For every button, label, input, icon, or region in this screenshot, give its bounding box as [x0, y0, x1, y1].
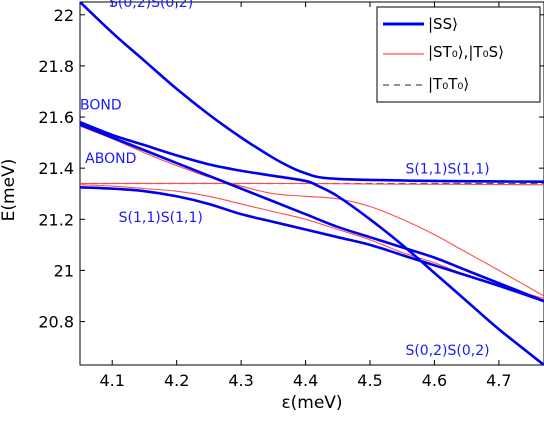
y-tick-label: 21.2	[38, 210, 74, 229]
annotation-label: S(0,2)S(0,2)	[405, 343, 489, 359]
x-tick-label: 4.1	[99, 371, 124, 390]
y-tick-label: 21.6	[38, 108, 74, 127]
legend: |SS⟩ |ST₀⟩,|T₀S⟩ |T₀T₀⟩	[376, 6, 541, 103]
ticks-layer: 4.1 4.2 4.3 4.4 4.5 4.6 4.7 20.8 21 21.2 21.4 21.6 2…	[38, 2, 544, 390]
annotation-label: BOND	[80, 97, 122, 113]
annotations: S(0,2)S(0,2) BOND ABOND S(1,1)S(1,1) S(1,1)S…	[80, 0, 490, 359]
x-tick-label: 4.5	[357, 371, 382, 390]
series-line-st-4	[80, 125, 544, 297]
series-line-ss-3	[80, 186, 544, 303]
y-axis-label: E(meV)	[0, 159, 19, 222]
y-tick-label: 22	[54, 6, 74, 25]
x-tick-label: 4.2	[164, 371, 189, 390]
annotation-label: S(0,2)S(0,2)	[109, 0, 193, 11]
y-tick-label: 20.8	[38, 313, 74, 332]
x-tick-label: 4.6	[422, 371, 447, 390]
y-tick-label: 21.8	[38, 57, 74, 76]
y-tick-label: 21.4	[38, 159, 74, 178]
series-layer	[80, 2, 544, 365]
annotation-label: ABOND	[85, 151, 136, 167]
x-tick-label: 4.4	[293, 371, 318, 390]
series-line-ss-0	[80, 2, 544, 184]
x-tick-label: 4.3	[228, 371, 253, 390]
series-line-ss-1	[80, 120, 544, 365]
series-line-st-6	[80, 182, 544, 186]
legend-label-ss: |SS⟩	[428, 15, 458, 33]
annotation-label: S(1,1)S(1,1)	[405, 161, 489, 177]
x-tick-label: 4.7	[486, 371, 511, 390]
legend-label-tt: |T₀T₀⟩	[428, 75, 469, 93]
series-line-ss-2	[80, 123, 544, 303]
y-tick-label: 21	[54, 261, 74, 280]
annotation-label: S(1,1)S(1,1)	[119, 210, 203, 226]
x-axis-label: ε(meV)	[281, 393, 342, 413]
series-line-st-5	[80, 184, 544, 300]
legend-label-st: |ST₀⟩,|T₀S⟩	[428, 43, 504, 61]
